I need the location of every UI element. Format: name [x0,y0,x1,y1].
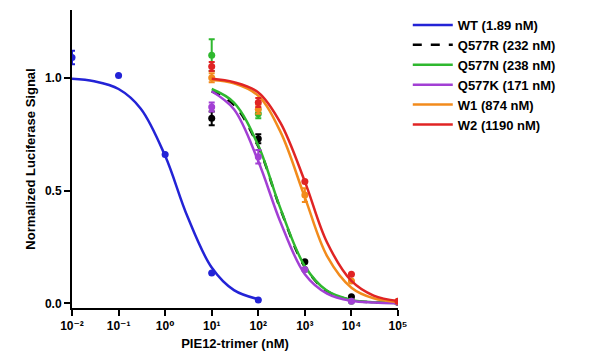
svg-text:10⁰: 10⁰ [156,319,175,333]
svg-text:10¹: 10¹ [203,319,220,333]
svg-text:Q577R (232 nM): Q577R (232 nM) [458,38,556,53]
svg-text:10²: 10² [250,319,267,333]
svg-text:10⁻¹: 10⁻¹ [107,319,131,333]
svg-text:Q577K (171 nM): Q577K (171 nM) [458,78,556,93]
svg-text:0.0: 0.0 [45,297,62,311]
svg-text:W1 (874 nM): W1 (874 nM) [458,98,534,113]
svg-text:0.5: 0.5 [45,184,62,198]
svg-text:10⁻²: 10⁻² [60,319,84,333]
svg-text:10³: 10³ [296,319,313,333]
svg-text:1.0: 1.0 [45,71,62,85]
svg-text:10⁴: 10⁴ [342,319,361,333]
svg-text:W2 (1190 nM): W2 (1190 nM) [458,118,540,133]
svg-text:Normalized Luciferase Signal: Normalized Luciferase Signal [23,68,38,249]
svg-text:WT (1.89 nM): WT (1.89 nM) [458,18,538,33]
svg-text:10⁵: 10⁵ [389,319,408,333]
svg-text:Q577N (238 nM): Q577N (238 nM) [458,58,556,73]
svg-text:PIE12-trimer (nM): PIE12-trimer (nM) [181,336,289,351]
